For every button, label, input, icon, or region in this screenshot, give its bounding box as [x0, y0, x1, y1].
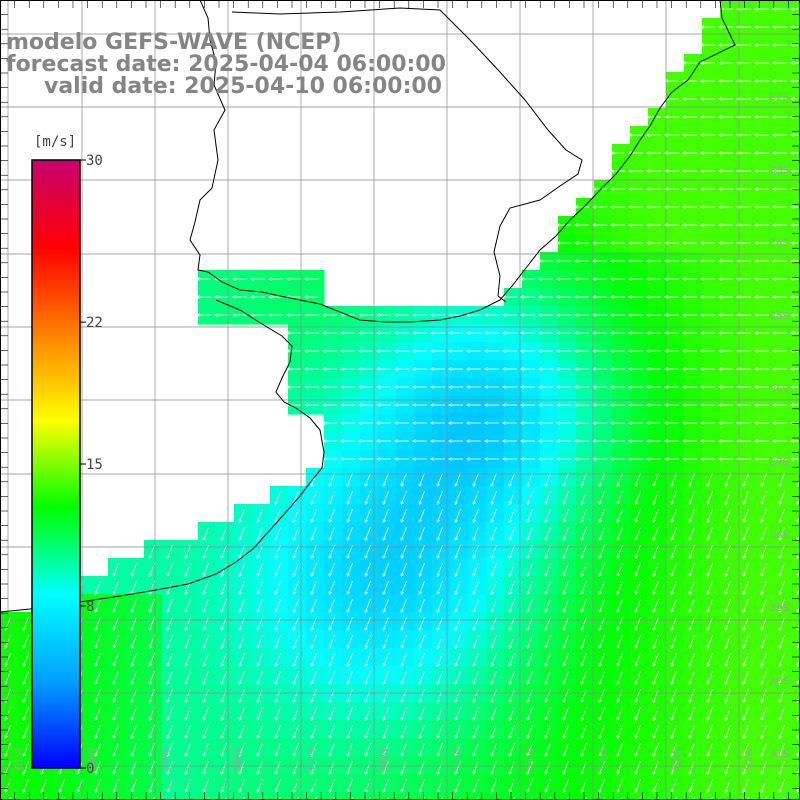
lon-label: 61W: [14, 747, 25, 770]
colorbar-tick-label: 30: [86, 153, 103, 169]
speed-cell: [180, 792, 199, 800]
speed-cell: [792, 702, 800, 721]
speed-cell: [342, 792, 361, 800]
lat-label: 38S: [770, 530, 789, 541]
speed-cell: [360, 792, 379, 800]
colorbar-tick-label: 8: [86, 599, 94, 615]
valid-date: valid date: 2025-04-10 06:00:00: [44, 74, 442, 99]
speed-cell: [288, 792, 307, 800]
speed-cell: [126, 792, 145, 800]
lat-label: 40S: [770, 676, 789, 687]
speed-cell: [324, 792, 343, 800]
lon-label: 54W: [525, 747, 536, 770]
speed-cell: [756, 792, 775, 800]
speed-cell: [792, 558, 800, 577]
colorbar-scale: [31, 159, 81, 769]
lon-label: 51W: [744, 747, 755, 770]
speed-cell: [306, 792, 325, 800]
lon-label: 56W: [379, 747, 390, 770]
speed-cell: [792, 756, 800, 775]
speed-cell: [468, 792, 487, 800]
lat-label: 36S: [770, 384, 789, 395]
speed-cell: [252, 792, 271, 800]
speed-cell: [54, 792, 73, 800]
colorbar-tick-label: 0: [86, 761, 94, 777]
speed-cell: [792, 522, 800, 541]
speed-cell: [792, 612, 800, 631]
speed-cell: [792, 774, 800, 793]
colorbar-unit: [m/s]: [34, 134, 76, 150]
speed-cell: [162, 792, 181, 800]
lat-label: 32S: [770, 92, 789, 103]
speed-cell: [792, 666, 800, 685]
lon-label: 58W: [233, 747, 244, 770]
speed-cell: [702, 792, 721, 800]
speed-cell: [792, 576, 800, 595]
speed-cell: [792, 504, 800, 523]
speed-cell: [144, 792, 163, 800]
speed-cell: [666, 792, 685, 800]
speed-cell: [558, 792, 577, 800]
speed-cell: [90, 792, 109, 800]
speed-cell: [576, 792, 595, 800]
speed-cell: [540, 792, 559, 800]
lat-label: 35S: [770, 311, 789, 322]
speed-cell: [594, 792, 613, 800]
lat-label: 41S: [770, 749, 789, 760]
lat-label: 39S: [770, 603, 789, 614]
speed-cell: [774, 792, 793, 800]
speed-cell: [792, 468, 800, 487]
lat-label: 33S: [770, 165, 789, 176]
speed-cell: [792, 486, 800, 505]
speed-cell: [720, 792, 739, 800]
speed-cell: [270, 792, 289, 800]
speed-cell: [432, 792, 451, 800]
lat-label: 34S: [770, 238, 789, 249]
speed-cell: [486, 792, 505, 800]
speed-cell: [522, 792, 541, 800]
speed-cell: [234, 792, 253, 800]
lon-label: 59W: [160, 747, 171, 770]
speed-cell: [792, 630, 800, 649]
lon-label: 57W: [306, 747, 317, 770]
speed-cell: [36, 792, 55, 800]
speed-cell: [0, 792, 19, 800]
speed-cell: [684, 792, 703, 800]
speed-cell: [738, 792, 757, 800]
speed-cell: [198, 792, 217, 800]
speed-cell: [630, 792, 649, 800]
lon-label: 55W: [452, 747, 463, 770]
speed-cell: [792, 540, 800, 559]
colorbar-tick-label: 15: [86, 457, 103, 473]
colorbar-tick-label: 22: [86, 315, 103, 331]
lon-label: 53W: [598, 747, 609, 770]
speed-cell: [108, 792, 127, 800]
speed-cell: [792, 792, 800, 800]
speed-cell: [792, 738, 800, 757]
speed-cell: [792, 594, 800, 613]
speed-cell: [18, 792, 37, 800]
speed-cell: [396, 792, 415, 800]
speed-cell: [378, 792, 397, 800]
lat-label: 37S: [770, 457, 789, 468]
lon-label: 52W: [671, 747, 682, 770]
speed-cell: [792, 720, 800, 739]
